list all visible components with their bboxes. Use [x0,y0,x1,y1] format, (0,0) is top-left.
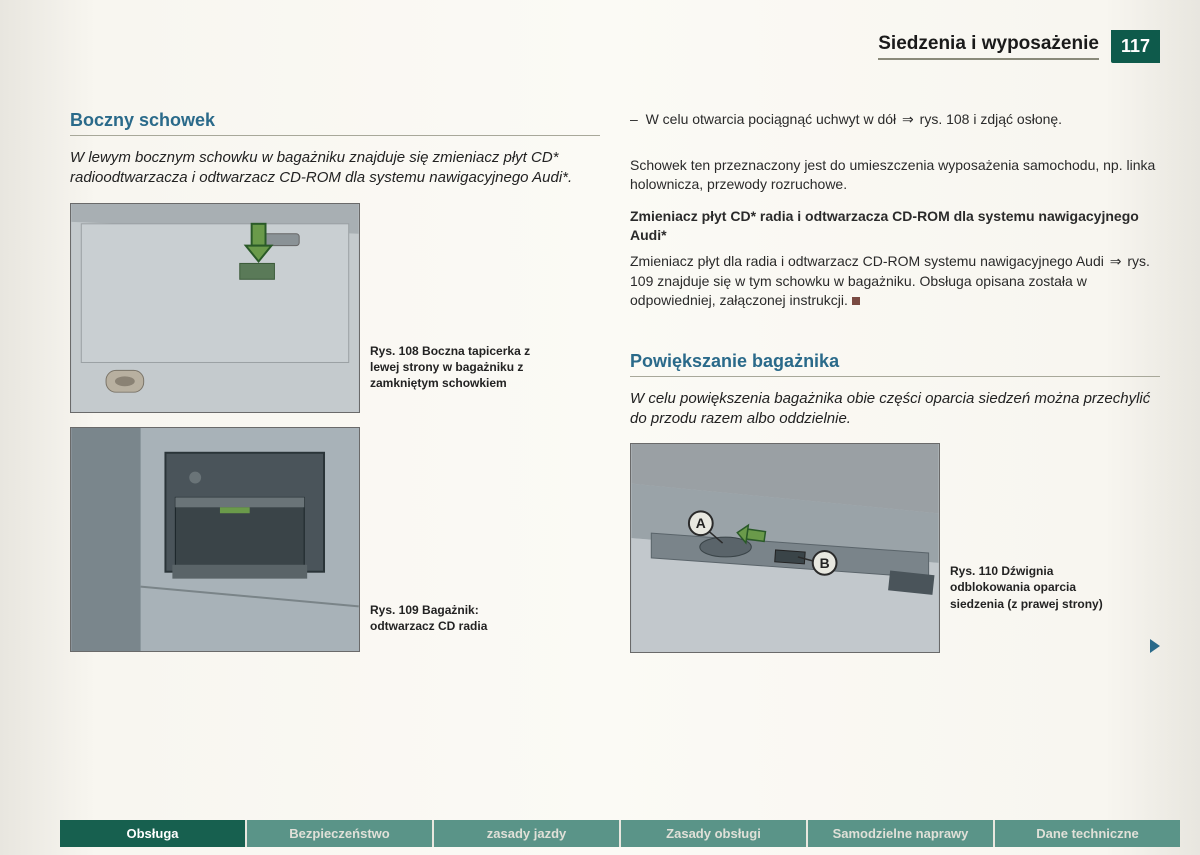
manual-page: Siedzenia i wyposażenie 117 Boczny schow… [0,0,1200,855]
subheading-cd: Zmieniacz płyt CD* radia i odtwarzacza C… [630,207,1160,246]
page-header: Siedzenia i wyposażenie 117 [878,30,1160,63]
arrow-icon: ⇒ [902,111,914,127]
figure-109: B4C-0101 [70,427,600,652]
para-cd: Zmieniacz płyt dla radia i odtwarzacz CD… [630,252,1160,311]
step-text-b: rys. 108 i zdjąć osłonę. [916,111,1062,127]
page-number-badge: 117 [1111,30,1160,63]
section2-intro: W celu powiększenia bagażnika obie częśc… [630,389,1160,430]
tab-bezpieczenstwo[interactable]: Bezpieczeństwo [247,820,434,847]
figure-110: B4C-0102 [630,443,1160,653]
figure-108: B4C-0098 [70,203,600,413]
figure-109-image: B4C-0101 [70,427,360,652]
para-schowek: Schowek ten przeznaczony jest do umieszc… [630,156,1160,195]
right-column: – W celu otwarcia pociągnąć uchwyt w dół… [630,110,1160,667]
continue-arrow-icon [1150,639,1160,653]
figure-109-caption: Rys. 109 Bagażnik: odtwarzacz CD radia [370,427,540,634]
section-end-icon [852,297,860,305]
svg-text:A: A [696,515,706,531]
tab-obsluga[interactable]: Obsługa [60,820,247,847]
section-title-boczny-schowek: Boczny schowek [70,110,600,136]
footer-tabs: Obsługa Bezpieczeństwo zasady jazdy Zasa… [0,820,1200,847]
figure-110-image: B4C-0102 [630,443,940,653]
section-title-powiekszanie: Powiększanie bagażnika [630,351,1160,377]
step-line: – W celu otwarcia pociągnąć uchwyt w dół… [630,110,1160,130]
figure-108-image: B4C-0098 [70,203,360,413]
tab-dane-techniczne[interactable]: Dane techniczne [995,820,1180,847]
step-text-a: W celu otwarcia pociągnąć uchwyt w dół [646,111,900,127]
tab-zasady-obslugi[interactable]: Zasady obsługi [621,820,808,847]
left-column: Boczny schowek W lewym bocznym schowku w… [70,110,600,667]
content-columns: Boczny schowek W lewym bocznym schowku w… [70,110,1160,667]
svg-text:B: B [820,555,830,571]
tab-zasady-jazdy[interactable]: zasady jazdy [434,820,621,847]
figure-108-caption: Rys. 108 Boczna tapicerka z lewej strony… [370,203,540,392]
tab-naprawy[interactable]: Samodzielne naprawy [808,820,995,847]
arrow-icon: ⇒ [1110,253,1122,269]
chapter-title: Siedzenia i wyposażenie [878,33,1099,60]
section-intro: W lewym bocznym schowku w bagażniku znaj… [70,148,600,189]
para-cd-a: Zmieniacz płyt dla radia i odtwarzacz CD… [630,253,1108,269]
figure-110-caption: Rys. 110 Dźwignia odblokowania oparcia s… [950,443,1110,612]
